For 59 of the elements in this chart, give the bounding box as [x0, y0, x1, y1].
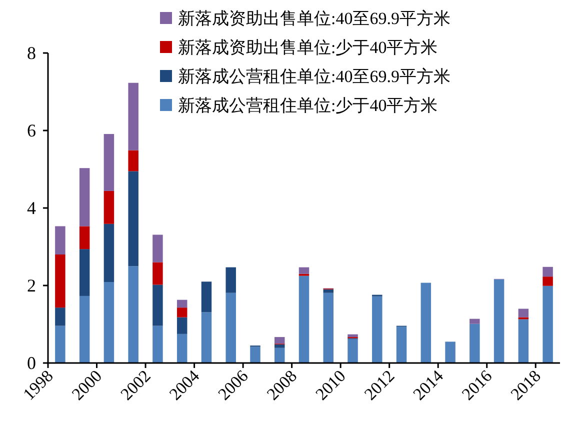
bar — [542, 286, 553, 363]
bar — [104, 224, 114, 282]
bar — [128, 82, 138, 150]
bar — [323, 292, 334, 363]
bar — [518, 320, 529, 363]
bar — [542, 276, 553, 286]
bar — [152, 284, 163, 326]
legend-item: 新落成公营租住单位:40至69.9平方米 — [160, 67, 450, 86]
bar — [298, 267, 310, 274]
y-tick-label: 0 — [27, 353, 36, 373]
bar — [152, 262, 163, 285]
bar — [176, 300, 188, 308]
bar — [470, 318, 480, 324]
bar — [372, 296, 382, 363]
bar — [128, 171, 138, 266]
bar — [274, 337, 285, 344]
bar — [201, 312, 212, 363]
bar — [445, 342, 456, 363]
bar — [542, 266, 553, 277]
bar — [201, 282, 212, 312]
bar — [79, 168, 90, 226]
bar — [470, 324, 480, 363]
bar — [104, 282, 114, 363]
y-tick-label: 8 — [27, 43, 36, 63]
bar — [518, 308, 529, 318]
bar — [176, 317, 188, 334]
bar — [298, 276, 310, 363]
bar — [176, 308, 188, 318]
bar — [79, 296, 90, 363]
bar — [494, 279, 504, 363]
bar — [79, 226, 90, 250]
bar — [323, 289, 334, 293]
bar — [128, 150, 138, 172]
bar — [250, 346, 260, 363]
y-tick-label: 2 — [27, 276, 36, 296]
bar — [226, 292, 236, 363]
bar — [128, 266, 138, 363]
legend-item: 新落成资助出售单位:40至69.9平方米 — [160, 9, 450, 28]
bar — [79, 249, 90, 296]
bar — [176, 334, 188, 363]
bar — [348, 334, 358, 338]
bar — [55, 226, 66, 254]
legend-item: 新落成公营租住单位:少于40平方米 — [160, 96, 438, 115]
bar — [420, 282, 432, 363]
bar — [55, 308, 66, 326]
bar — [226, 267, 236, 293]
legend-item: 新落成资助出售单位:少于40平方米 — [160, 38, 438, 57]
y-tick-label: 6 — [27, 120, 36, 140]
bar — [104, 190, 114, 224]
bar — [55, 254, 66, 308]
bar — [152, 234, 163, 262]
bar — [104, 134, 114, 191]
bar — [152, 326, 163, 363]
y-tick-label: 4 — [27, 198, 36, 218]
bar — [55, 326, 66, 363]
bar — [348, 338, 358, 363]
bar — [274, 348, 285, 363]
bar — [396, 326, 407, 363]
bar — [274, 344, 285, 348]
